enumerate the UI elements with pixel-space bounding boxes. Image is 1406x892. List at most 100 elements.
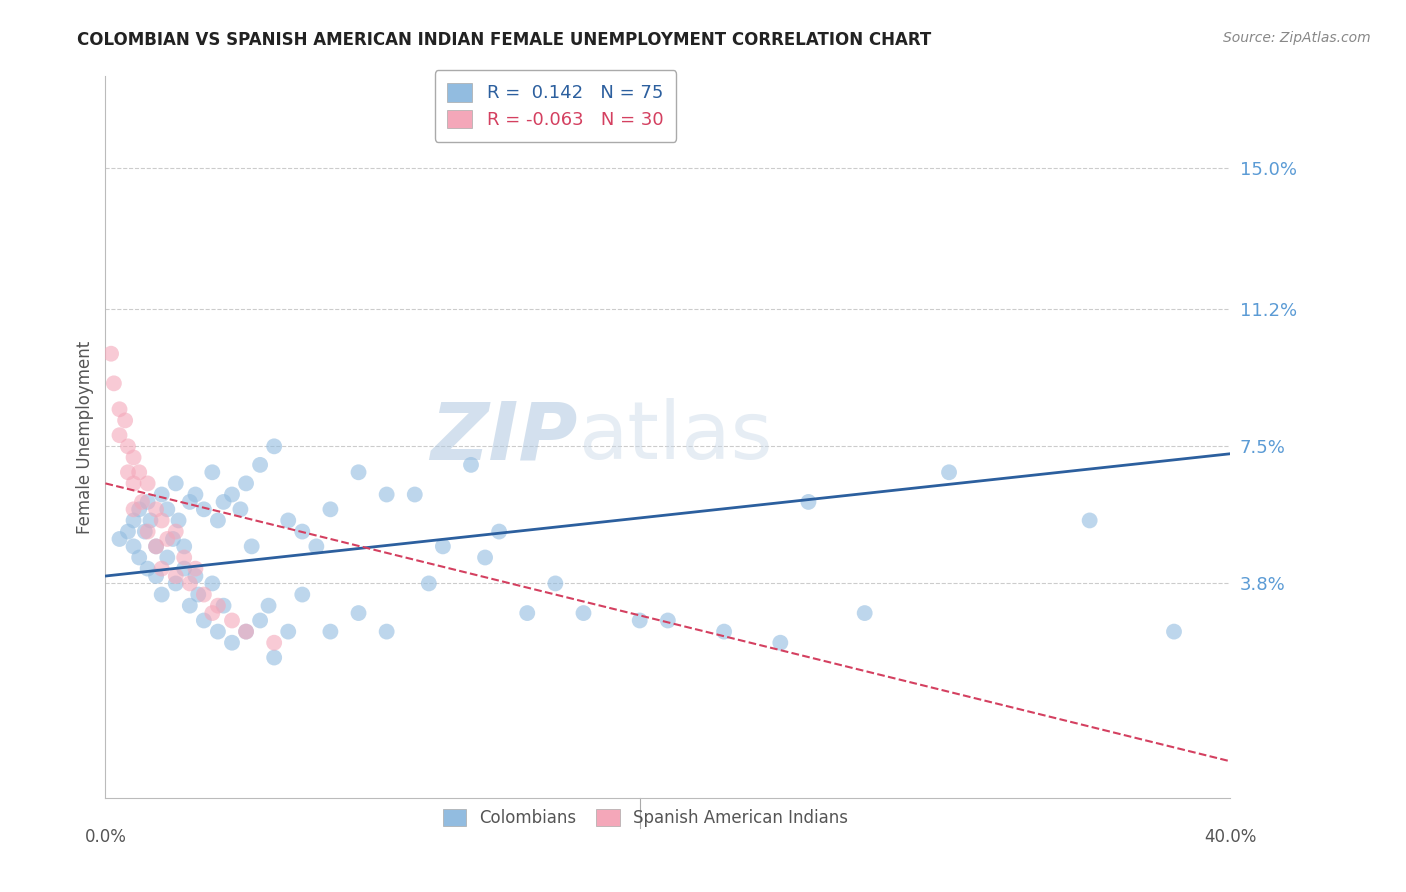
Point [156,550,179,565]
Point [201,576,224,591]
Text: 0.0%: 0.0% [84,828,127,846]
Point [221,614,243,628]
Y-axis label: Female Unemployment: Female Unemployment [76,341,94,533]
Point [305,540,328,554]
Point [1163,624,1185,639]
Point [212,495,235,509]
Point [628,614,651,628]
Point [108,532,131,546]
Point [165,576,187,591]
Point [516,606,538,620]
Point [173,550,195,565]
Point [291,588,314,602]
Point [277,624,299,639]
Point [103,376,125,391]
Point [165,524,187,539]
Point [212,599,235,613]
Point [263,439,285,453]
Point [108,402,131,417]
Point [291,524,314,539]
Point [150,513,173,527]
Point [173,561,195,575]
Point [404,487,426,501]
Point [150,588,173,602]
Point [187,588,209,602]
Point [221,636,243,650]
Point [114,413,136,427]
Point [713,624,735,639]
Point [235,624,257,639]
Point [432,540,454,554]
Point [145,540,167,554]
Point [235,476,257,491]
Point [797,495,820,509]
Point [156,502,179,516]
Point [150,487,173,501]
Point [263,636,285,650]
Point [1078,513,1101,527]
Point [145,540,167,554]
Point [235,624,257,639]
Point [221,487,243,501]
Point [249,614,271,628]
Legend: Colombians, Spanish American Indians: Colombians, Spanish American Indians [433,799,858,837]
Point [179,495,201,509]
Point [277,513,299,527]
Point [136,524,159,539]
Point [128,502,150,516]
Point [122,476,145,491]
Point [488,524,510,539]
Point [418,576,440,591]
Point [179,599,201,613]
Point [207,624,229,639]
Point [572,606,595,620]
Point [117,465,139,479]
Point [122,502,145,516]
Point [263,650,285,665]
Point [173,540,195,554]
Point [544,576,567,591]
Point [131,495,153,509]
Text: atlas: atlas [578,398,772,476]
Point [249,458,271,472]
Point [347,465,370,479]
Point [375,487,398,501]
Point [240,540,263,554]
Point [201,465,224,479]
Point [375,624,398,639]
Point [347,606,370,620]
Point [150,561,173,575]
Point [193,614,215,628]
Point [134,524,156,539]
Point [122,513,145,527]
Point [769,636,792,650]
Point [100,347,122,361]
Point [139,513,162,527]
Point [474,550,496,565]
Point [193,588,215,602]
Point [853,606,876,620]
Point [319,502,342,516]
Point [162,532,184,546]
Point [657,614,679,628]
Point [184,487,207,501]
Point [108,428,131,442]
Point [184,569,207,583]
Point [460,458,482,472]
Point [257,599,280,613]
Point [128,550,150,565]
Point [117,524,139,539]
Point [145,569,167,583]
Text: ZIP: ZIP [430,398,578,476]
Point [117,439,139,453]
Point [122,540,145,554]
Point [207,599,229,613]
Point [201,606,224,620]
Point [167,513,190,527]
Point [193,502,215,516]
Point [938,465,960,479]
Point [165,476,187,491]
Point [136,495,159,509]
Text: COLOMBIAN VS SPANISH AMERICAN INDIAN FEMALE UNEMPLOYMENT CORRELATION CHART: COLOMBIAN VS SPANISH AMERICAN INDIAN FEM… [77,31,932,49]
Text: Source: ZipAtlas.com: Source: ZipAtlas.com [1223,31,1371,45]
